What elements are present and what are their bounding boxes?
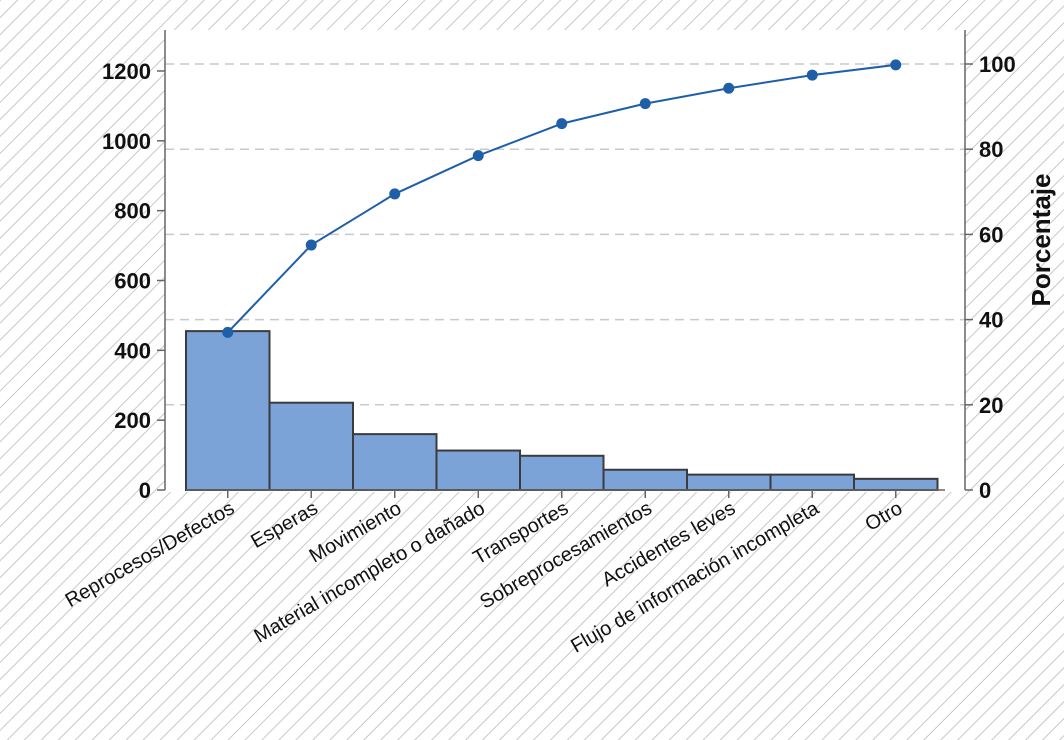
left-axis-ticks: 0 200 400 600 800 1000 1200 <box>102 59 165 503</box>
right-tick-label: 0 <box>979 478 991 503</box>
cumulative-point <box>806 69 818 81</box>
bar <box>352 433 438 491</box>
left-tick-label: 400 <box>114 338 151 363</box>
bar <box>185 330 271 491</box>
left-tick-label: 600 <box>114 268 151 293</box>
bar <box>853 477 939 492</box>
bars <box>185 330 939 492</box>
cumulative-point <box>472 150 484 162</box>
bar <box>769 473 855 492</box>
right-tick-label: 40 <box>979 308 1003 333</box>
cumulative-point <box>639 98 651 110</box>
cumulative-point <box>222 326 234 338</box>
bar <box>268 401 354 492</box>
left-tick-label: 1000 <box>102 129 151 154</box>
cumulative-point <box>305 239 317 251</box>
right-tick-label: 60 <box>979 222 1003 247</box>
left-tick-label: 200 <box>114 408 151 433</box>
left-tick-label: 0 <box>139 478 151 503</box>
right-tick-label: 100 <box>979 52 1016 77</box>
right-tick-label: 20 <box>979 393 1003 418</box>
cumulative-point <box>723 82 735 94</box>
bar <box>686 473 772 492</box>
bar <box>435 449 521 492</box>
bar <box>519 454 605 492</box>
gridlines <box>165 63 965 406</box>
axes <box>164 30 966 491</box>
bar <box>602 468 688 491</box>
cumulative-point <box>556 118 568 130</box>
cumulative-point <box>890 59 902 71</box>
left-tick-label: 1200 <box>102 59 151 84</box>
cumulative-point <box>389 188 401 200</box>
right-tick-label: 80 <box>979 137 1003 162</box>
right-axis-ticks: 0 20 40 60 80 100 <box>965 52 1016 503</box>
left-tick-label: 800 <box>114 199 151 224</box>
right-axis-title: Porcentaje <box>1026 174 1056 307</box>
cumulative-line <box>222 59 902 338</box>
